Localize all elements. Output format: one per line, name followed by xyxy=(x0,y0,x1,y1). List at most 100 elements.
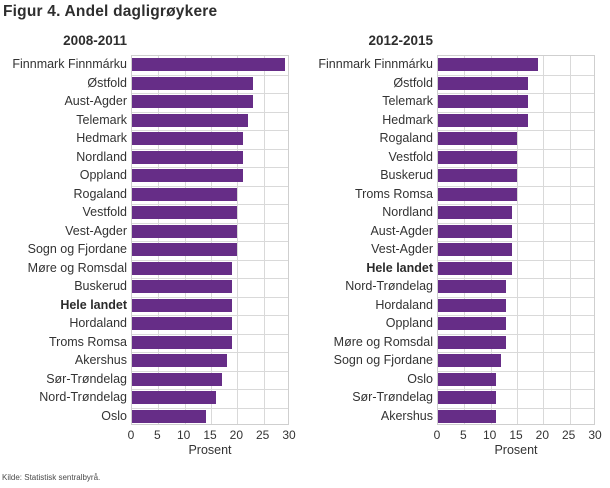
bar xyxy=(132,169,243,183)
gridline-vertical xyxy=(464,56,466,424)
bar xyxy=(132,187,238,201)
bar xyxy=(132,409,206,423)
gridline-horizontal xyxy=(132,407,288,409)
category-label: Oppland xyxy=(385,316,433,330)
category-label: Nordland xyxy=(76,149,127,164)
category-label: Nord-Trøndelag xyxy=(39,390,127,404)
bar xyxy=(438,150,517,164)
category-label: Sogn og Fjordane xyxy=(333,353,433,367)
bar xyxy=(132,132,243,146)
panel-title: 2008-2011 xyxy=(63,33,127,48)
x-tick-label: 0 xyxy=(433,428,441,442)
gridline-horizontal xyxy=(132,93,288,94)
bar xyxy=(132,58,285,72)
figure-title: Figur 4. Andel dagligrøykere xyxy=(3,3,218,20)
gridline-horizontal xyxy=(438,222,594,224)
gridline-horizontal xyxy=(132,333,288,335)
bar xyxy=(438,335,507,349)
bar xyxy=(132,298,233,312)
category-label: Møre og Romsdal xyxy=(333,334,433,349)
category-label: Telemark xyxy=(382,94,433,108)
chart-panel-2008-2011: 2008-2011 Finnmark Finnmárku Østfold Aust-… xyxy=(0,0,300,470)
category-label: Sør-Trøndelag xyxy=(352,390,433,404)
x-tick-label: 20 xyxy=(229,428,244,442)
gridline-vertical xyxy=(211,56,212,424)
gridline-horizontal xyxy=(438,389,594,390)
chart-panel-2012-2015: 2012-2015 Finnmark Finnmárku Østfold Telem… xyxy=(306,0,606,470)
plot-area xyxy=(437,55,595,425)
gridline-horizontal xyxy=(438,241,594,242)
category-label: Telemark xyxy=(76,112,127,127)
category-label: Vestfold xyxy=(388,149,433,164)
x-axis-ticks: 0 5 10 15 20 25 30 xyxy=(433,428,602,443)
category-label: Aust-Agder xyxy=(370,223,433,238)
category-label: Buskerud xyxy=(74,279,127,293)
gridline-vertical xyxy=(569,56,571,424)
bar xyxy=(438,58,539,72)
category-label: Finnmark Finnmárku xyxy=(318,57,433,71)
bar xyxy=(438,76,528,90)
gridline-horizontal xyxy=(132,296,288,298)
bar xyxy=(132,372,222,386)
gridline-horizontal xyxy=(438,185,594,187)
x-tick-label: 5 xyxy=(459,428,467,442)
gridline-horizontal xyxy=(132,111,288,113)
gridline-horizontal xyxy=(132,167,288,168)
category-label: Hordaland xyxy=(375,297,433,312)
category-label: Møre og Romsdal xyxy=(27,260,127,275)
bar xyxy=(132,224,238,238)
bar xyxy=(438,169,517,183)
gridline-horizontal xyxy=(132,241,288,242)
gridline-horizontal xyxy=(438,278,594,279)
category-label: Sogn og Fjordane xyxy=(27,242,127,256)
panel-title: 2012-2015 xyxy=(368,33,433,48)
gridline-vertical xyxy=(237,56,239,424)
bar xyxy=(132,113,248,127)
category-label: Hedmark xyxy=(76,131,127,145)
category-label: Vestfold xyxy=(82,205,127,219)
bar xyxy=(132,280,233,294)
gridline-vertical xyxy=(543,56,545,424)
bar xyxy=(132,261,233,275)
bar xyxy=(438,224,512,238)
gridline-horizontal xyxy=(438,407,594,409)
category-label: Buskerud xyxy=(380,168,433,182)
x-axis-ticks: 0 5 10 15 20 25 30 xyxy=(128,428,296,443)
plot-area xyxy=(131,55,289,425)
gridline-horizontal xyxy=(132,204,288,205)
gridline-horizontal xyxy=(132,352,288,353)
bar xyxy=(438,280,507,294)
category-label: Nord-Trøndelag xyxy=(345,279,433,293)
bar xyxy=(438,113,528,127)
category-label: Troms Romsa xyxy=(48,334,127,349)
gridline-horizontal xyxy=(438,370,594,372)
gridline-horizontal xyxy=(438,167,594,168)
bar xyxy=(132,354,227,368)
x-tick-label: 15 xyxy=(509,428,523,442)
category-axis: Finnmark Finnmárku Østfold Telemark Hedmark… xyxy=(306,55,433,425)
gridline-horizontal xyxy=(438,352,594,353)
x-tick-label: 20 xyxy=(535,428,550,442)
category-label: Sør-Trøndelag xyxy=(46,371,127,386)
bar xyxy=(438,95,528,109)
gridline-horizontal xyxy=(438,296,594,298)
gridline-horizontal xyxy=(438,315,594,316)
x-tick-label: 5 xyxy=(153,428,161,442)
category-label: Akershus xyxy=(74,353,127,367)
gridline-horizontal xyxy=(438,74,594,76)
gridline-vertical xyxy=(263,56,265,424)
gridline-horizontal xyxy=(438,333,594,335)
bar xyxy=(132,95,254,109)
bar xyxy=(132,335,233,349)
category-label: Rogaland xyxy=(379,131,433,145)
x-tick-label: 30 xyxy=(282,428,296,442)
gridline-horizontal xyxy=(132,389,288,390)
gridline-horizontal xyxy=(132,222,288,224)
x-tick-label: 25 xyxy=(561,428,576,442)
category-label: Hele landet xyxy=(60,297,127,312)
category-label: Aust-Agder xyxy=(64,94,127,108)
category-label: Akershus xyxy=(380,408,433,423)
bar xyxy=(132,150,243,164)
gridline-horizontal xyxy=(438,93,594,94)
